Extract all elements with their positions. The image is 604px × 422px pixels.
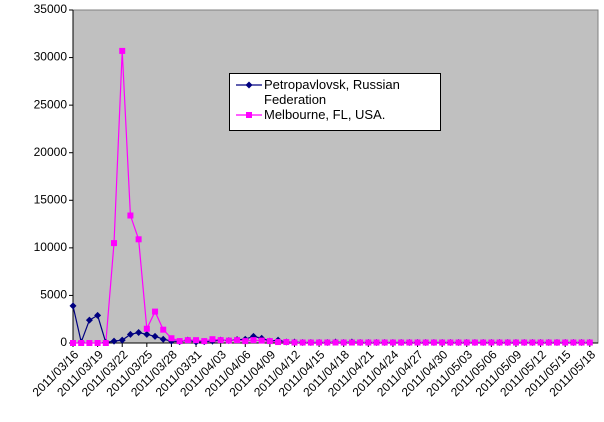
marker	[439, 339, 446, 346]
marker	[234, 337, 241, 344]
marker	[430, 339, 437, 346]
marker	[357, 339, 364, 346]
marker	[168, 335, 175, 342]
legend: Petropavlovsk, Russian Federation Melbour…	[229, 73, 441, 131]
marker	[545, 339, 552, 346]
marker	[102, 340, 109, 346]
marker	[85, 316, 93, 324]
legend-label: Melbourne, FL, USA.	[264, 107, 386, 122]
marker	[389, 339, 396, 346]
marker	[266, 338, 273, 345]
marker	[496, 339, 503, 346]
marker	[521, 339, 528, 346]
marker	[78, 340, 85, 346]
marker	[488, 339, 495, 346]
marker	[250, 337, 257, 344]
marker	[143, 330, 151, 338]
marker	[110, 337, 118, 345]
y-tick-label: 25000	[34, 97, 68, 111]
marker	[348, 339, 355, 346]
marker	[118, 336, 126, 344]
y-tick-label: 15000	[34, 192, 68, 206]
marker	[447, 339, 454, 346]
marker	[245, 81, 253, 89]
marker	[529, 339, 536, 346]
y-tick-label: 5000	[40, 288, 67, 302]
marker	[127, 212, 134, 219]
y-tick-label: 0	[60, 335, 67, 349]
marker	[340, 339, 347, 346]
marker	[480, 339, 487, 346]
y-tick-label: 35000	[34, 2, 68, 16]
marker	[70, 340, 76, 346]
marker	[94, 311, 102, 319]
marker	[422, 339, 429, 346]
marker	[160, 326, 167, 333]
marker	[373, 339, 380, 346]
marker	[225, 337, 232, 344]
marker	[332, 339, 339, 346]
marker	[242, 338, 249, 345]
marker	[553, 339, 560, 346]
y-tick-label: 30000	[34, 50, 68, 64]
marker	[316, 339, 323, 346]
y-tick-label: 20000	[34, 145, 68, 159]
marker	[307, 339, 314, 346]
marker	[209, 336, 216, 343]
marker	[246, 112, 252, 118]
marker	[86, 340, 93, 346]
marker	[94, 340, 101, 346]
legend-entry: Melbourne, FL, USA.	[234, 107, 436, 122]
marker	[455, 339, 462, 346]
marker	[151, 332, 159, 340]
marker	[291, 339, 298, 346]
legend-label: Petropavlovsk, Russian Federation	[264, 77, 400, 107]
marker	[283, 339, 290, 346]
legend-icon	[236, 81, 262, 89]
marker	[159, 335, 167, 343]
series-line	[73, 50, 590, 344]
marker	[463, 339, 470, 346]
marker	[365, 339, 372, 346]
marker	[537, 339, 544, 346]
marker	[562, 339, 569, 346]
marker	[586, 339, 593, 346]
marker	[578, 339, 585, 346]
marker	[135, 236, 142, 243]
marker	[152, 308, 159, 315]
marker	[324, 339, 331, 346]
marker	[512, 339, 519, 346]
marker	[135, 329, 143, 337]
marker	[570, 339, 577, 346]
plot-area	[72, 9, 599, 344]
marker	[176, 338, 183, 345]
legend-entry: Petropavlovsk, Russian Federation	[234, 77, 436, 107]
y-tick-label: 10000	[34, 240, 68, 254]
marker	[193, 337, 200, 344]
marker	[258, 337, 265, 344]
marker	[143, 325, 150, 332]
marker	[504, 339, 511, 346]
marker	[406, 339, 413, 346]
marker	[126, 330, 134, 338]
marker	[471, 339, 478, 346]
marker	[111, 240, 118, 247]
marker	[414, 339, 421, 346]
marker	[69, 302, 77, 310]
marker	[201, 338, 208, 345]
marker	[381, 339, 388, 346]
legend-icon	[236, 112, 262, 118]
marker	[217, 337, 224, 344]
marker	[398, 339, 405, 346]
marker	[119, 47, 126, 54]
marker	[275, 339, 282, 346]
marker	[299, 339, 306, 346]
marker	[184, 337, 191, 344]
